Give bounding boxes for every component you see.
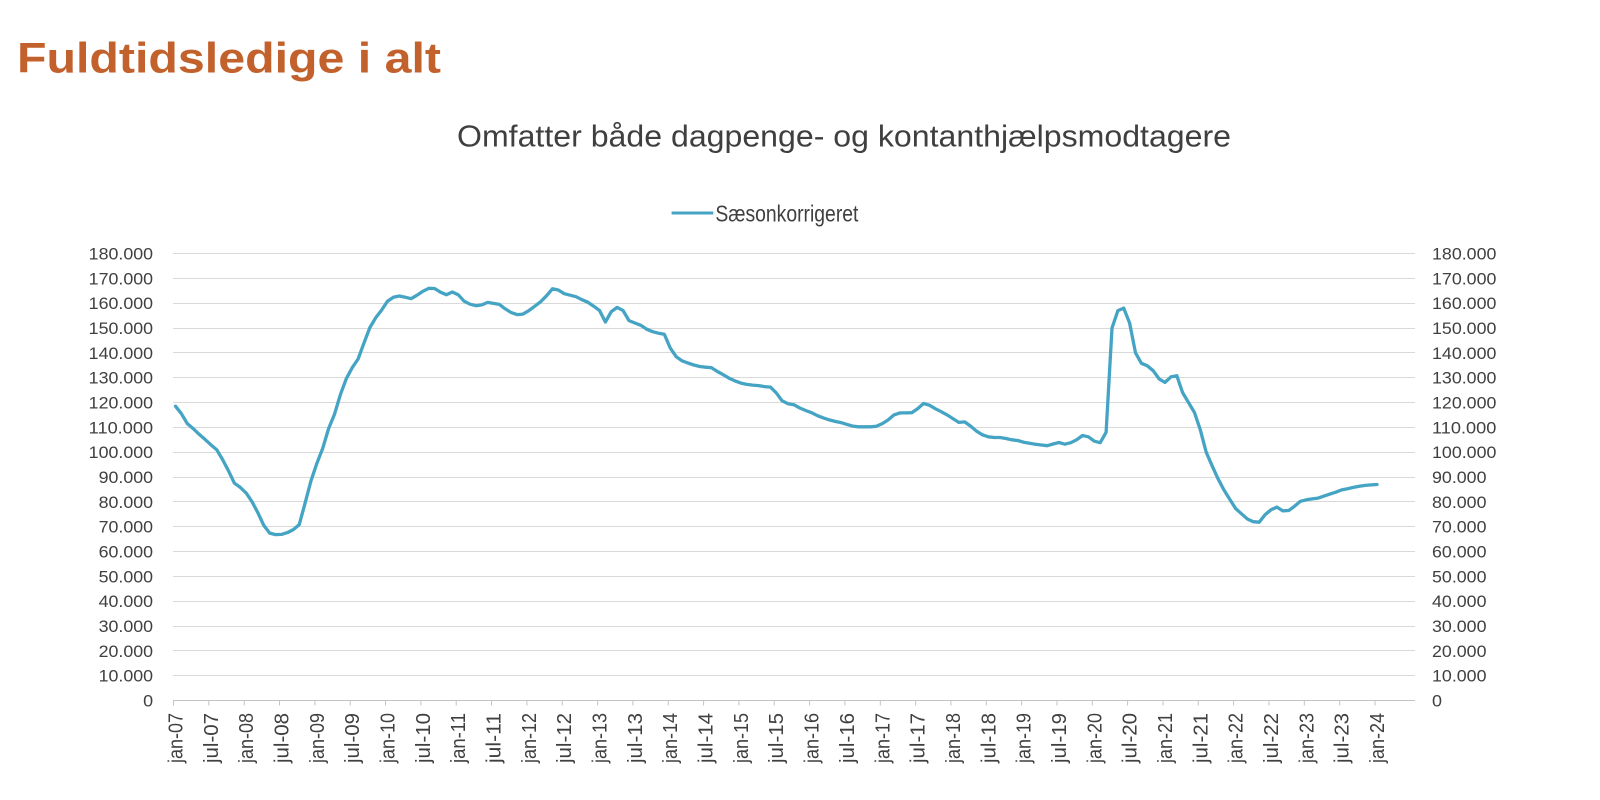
svg-text:0: 0 (143, 692, 153, 711)
svg-text:jul-20: jul-20 (1120, 713, 1142, 764)
svg-text:Fuldtidsledige i alt: Fuldtidsledige i alt (17, 36, 441, 83)
svg-text:120.000: 120.000 (1432, 394, 1496, 413)
svg-text:jul-15: jul-15 (766, 713, 788, 764)
svg-text:jul-19: jul-19 (1049, 713, 1071, 764)
svg-text:jul-12: jul-12 (554, 713, 576, 764)
svg-text:jul-23: jul-23 (1332, 713, 1354, 764)
svg-text:jan-10: jan-10 (378, 713, 400, 764)
svg-text:20.000: 20.000 (1432, 642, 1487, 661)
svg-text:160.000: 160.000 (89, 294, 153, 313)
svg-text:110.000: 110.000 (1432, 418, 1496, 437)
svg-text:30.000: 30.000 (1432, 617, 1487, 636)
svg-text:jul-21: jul-21 (1190, 713, 1212, 764)
svg-text:130.000: 130.000 (89, 369, 153, 388)
svg-text:jan-16: jan-16 (802, 713, 824, 764)
svg-text:30.000: 30.000 (99, 617, 154, 636)
svg-text:jul-14: jul-14 (696, 713, 718, 764)
svg-text:70.000: 70.000 (99, 518, 154, 537)
svg-text:jan-11: jan-11 (448, 713, 470, 764)
svg-text:jan-12: jan-12 (519, 713, 541, 764)
svg-text:Sæsonkorrigeret: Sæsonkorrigeret (715, 201, 858, 227)
svg-text:jan-21: jan-21 (1155, 713, 1177, 764)
svg-text:130.000: 130.000 (1432, 369, 1496, 388)
svg-text:jul-18: jul-18 (978, 713, 1000, 764)
svg-text:70.000: 70.000 (1432, 518, 1487, 537)
svg-text:jan-07: jan-07 (166, 713, 188, 764)
svg-text:150.000: 150.000 (1432, 319, 1496, 338)
svg-text:jan-22: jan-22 (1226, 713, 1248, 764)
svg-text:160.000: 160.000 (1432, 294, 1496, 313)
svg-text:60.000: 60.000 (99, 543, 154, 562)
svg-text:40.000: 40.000 (99, 592, 154, 611)
svg-text:jul-22: jul-22 (1261, 713, 1283, 764)
svg-text:Omfatter både dagpenge- og kon: Omfatter både dagpenge- og kontanthjælps… (457, 119, 1231, 154)
svg-text:50.000: 50.000 (1432, 567, 1487, 586)
svg-text:jan-08: jan-08 (236, 713, 258, 764)
svg-text:140.000: 140.000 (1432, 344, 1496, 363)
svg-text:jul-17: jul-17 (908, 713, 930, 764)
svg-text:50.000: 50.000 (99, 567, 154, 586)
svg-text:140.000: 140.000 (89, 344, 153, 363)
svg-text:jul-07: jul-07 (201, 713, 223, 764)
svg-text:jul-10: jul-10 (413, 713, 435, 764)
svg-text:20.000: 20.000 (99, 642, 154, 661)
svg-text:jul-09: jul-09 (342, 713, 364, 764)
svg-text:jan-17: jan-17 (872, 713, 894, 764)
svg-text:170.000: 170.000 (1432, 269, 1496, 288)
svg-text:jan-13: jan-13 (590, 713, 612, 764)
svg-text:40.000: 40.000 (1432, 592, 1487, 611)
svg-text:170.000: 170.000 (89, 269, 153, 288)
svg-text:jan-20: jan-20 (1084, 713, 1106, 764)
svg-text:jan-19: jan-19 (1014, 713, 1036, 764)
svg-text:jan-23: jan-23 (1296, 713, 1318, 764)
svg-text:80.000: 80.000 (1432, 493, 1487, 512)
svg-text:jan-18: jan-18 (943, 713, 965, 764)
svg-text:0: 0 (1432, 692, 1442, 711)
svg-text:jul-08: jul-08 (272, 713, 294, 764)
svg-text:150.000: 150.000 (89, 319, 153, 338)
svg-text:100.000: 100.000 (89, 443, 153, 462)
svg-text:80.000: 80.000 (99, 493, 154, 512)
svg-text:10.000: 10.000 (1432, 667, 1487, 686)
svg-text:110.000: 110.000 (89, 418, 153, 437)
svg-text:jan-14: jan-14 (660, 713, 682, 764)
svg-text:180.000: 180.000 (89, 245, 153, 264)
svg-text:10.000: 10.000 (99, 667, 154, 686)
svg-text:90.000: 90.000 (99, 468, 154, 487)
svg-text:jan-24: jan-24 (1367, 713, 1389, 764)
svg-text:60.000: 60.000 (1432, 543, 1487, 562)
svg-text:jul-16: jul-16 (837, 713, 859, 764)
svg-text:180.000: 180.000 (1432, 245, 1496, 264)
svg-text:jul-11: jul-11 (484, 713, 506, 764)
svg-text:jan-15: jan-15 (731, 713, 753, 764)
svg-text:120.000: 120.000 (89, 394, 153, 413)
svg-text:90.000: 90.000 (1432, 468, 1487, 487)
svg-text:100.000: 100.000 (1432, 443, 1496, 462)
svg-text:jan-09: jan-09 (307, 713, 329, 764)
svg-text:jul-13: jul-13 (625, 713, 647, 764)
